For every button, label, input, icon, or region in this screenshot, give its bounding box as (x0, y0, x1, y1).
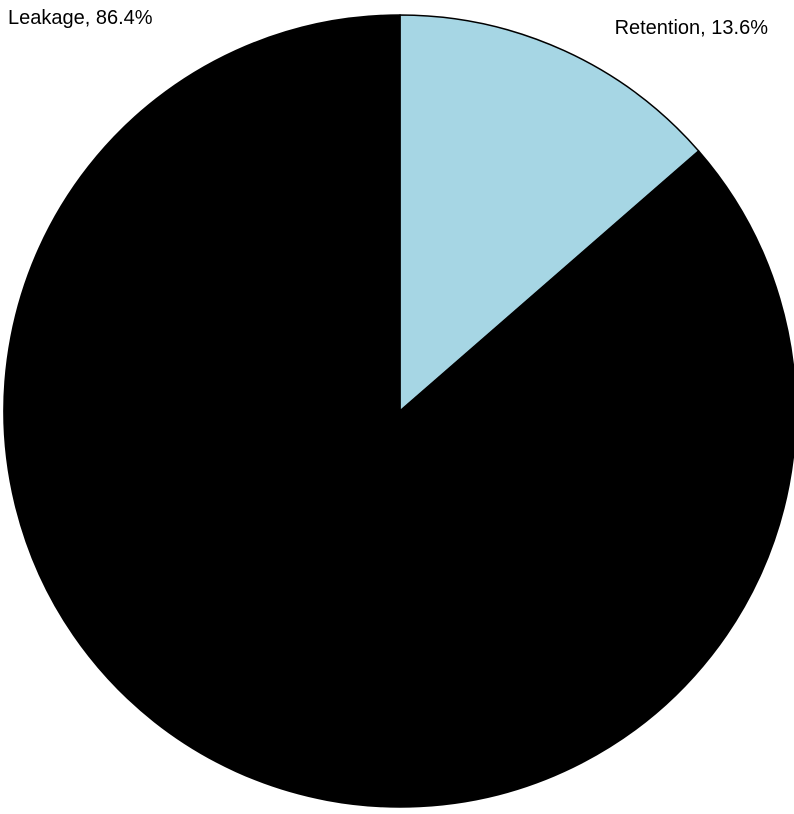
pie-slice-leakage (3, 14, 794, 808)
pie-slice-retention (399, 14, 700, 413)
pie-slices (3, 14, 794, 808)
leakage-label: Leakage, 86.4% (8, 7, 153, 29)
retention-label: Retention, 13.6% (615, 17, 769, 39)
